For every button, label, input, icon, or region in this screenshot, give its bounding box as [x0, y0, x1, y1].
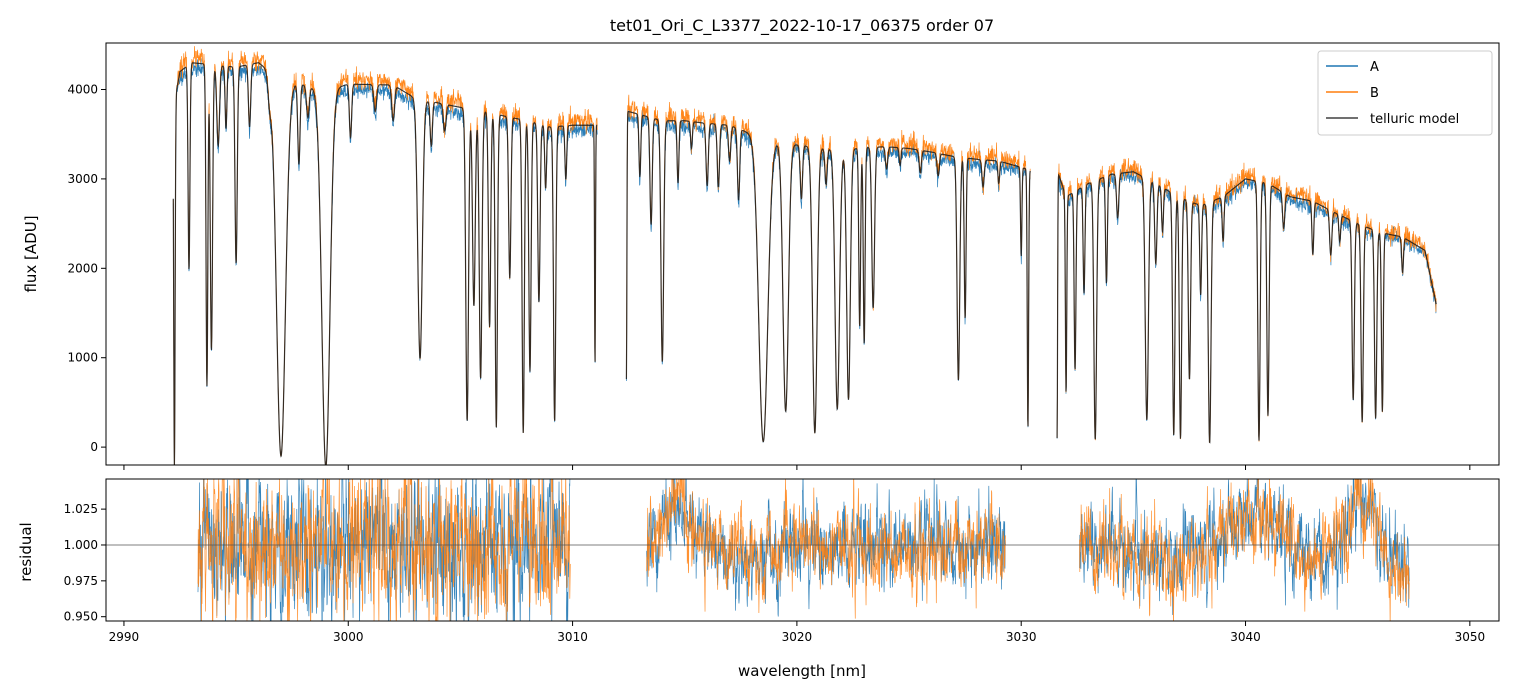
flux-y-axis-label: flux [ADU] [22, 215, 40, 292]
flux-y-tick-label: 3000 [67, 172, 98, 186]
x-tick-label: 3040 [1230, 630, 1261, 644]
residual-panel: 0.950 0.975 1.000 1.025 2990 3000 3010 3020 303… [17, 478, 1500, 680]
flux-y-tick-label: 0 [90, 440, 98, 454]
residual-y-tick-label: 0.975 [64, 574, 98, 588]
residual-b-line [197, 479, 1410, 621]
x-tick-label: 3000 [333, 630, 364, 644]
flux-x-ticks [123, 465, 1471, 470]
legend-label-b: B [1370, 86, 1379, 101]
x-tick-label: 3030 [1006, 630, 1037, 644]
flux-axes-frame [105, 42, 1500, 466]
legend-label-telluric: telluric model [1370, 112, 1459, 127]
flux-y-tick-label: 1000 [67, 351, 98, 365]
residual-series-group [106, 479, 1499, 621]
residual-y-tick-label: 1.025 [64, 502, 98, 516]
x-tick-label: 2990 [109, 630, 140, 644]
flux-y-ticks: 0 1000 2000 3000 4000 [67, 82, 106, 454]
residual-axes-frame [105, 478, 1500, 622]
telluric-model-line [172, 62, 1437, 465]
residual-y-axis-label: residual [17, 522, 35, 581]
x-tick-label: 3020 [782, 630, 813, 644]
flux-series-group [172, 46, 1437, 465]
x-tick-label: 3010 [557, 630, 588, 644]
residual-x-ticks: 2990 3000 3010 3020 3030 3040 3050 [109, 621, 1485, 644]
residual-y-tick-label: 1.000 [64, 538, 98, 552]
residual-y-tick-label: 0.950 [64, 610, 98, 624]
residual-y-ticks: 0.950 0.975 1.000 1.025 [64, 502, 106, 624]
flux-panel: 0 1000 2000 3000 4000 flux [ADU] A B telluri… [22, 42, 1500, 470]
legend: A B telluric model [1317, 50, 1493, 136]
x-tick-label: 3050 [1455, 630, 1486, 644]
flux-y-tick-label: 4000 [67, 82, 98, 96]
flux-y-tick-label: 2000 [67, 261, 98, 275]
legend-frame [1317, 50, 1493, 136]
legend-label-a: A [1370, 60, 1379, 75]
chart-title: tet01_Ori_C_L3377_2022-10-17_06375 order… [610, 16, 994, 36]
x-axis-label: wavelength [nm] [738, 662, 866, 680]
